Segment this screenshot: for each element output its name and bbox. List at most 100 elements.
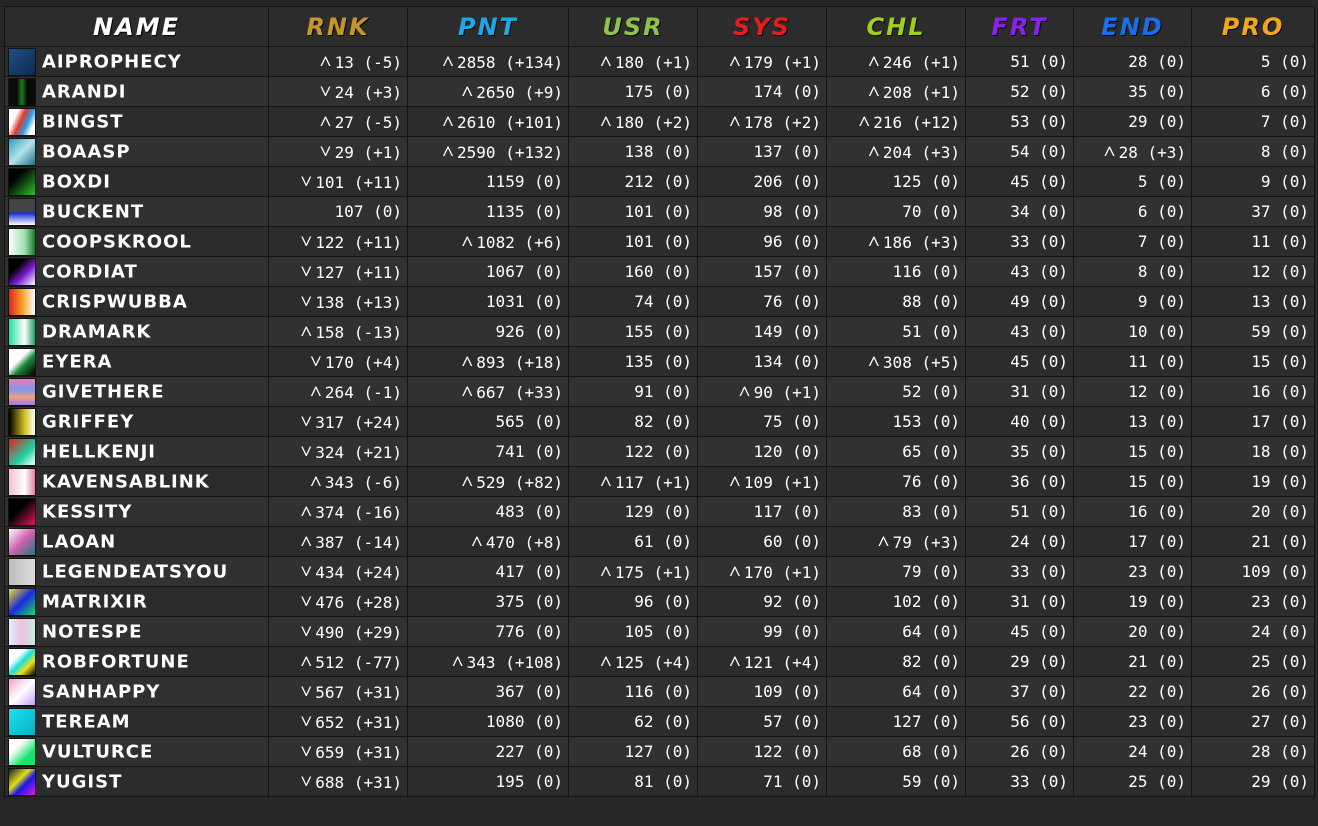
table-row[interactable]: SANHAPPY ˅ 567 (+31) 367 (0) 116 (0) 109 (0) 6… <box>4 676 1315 707</box>
chl-cell: 52 (0) <box>826 376 966 407</box>
frt-delta: (0) <box>1039 772 1068 791</box>
trend-up-icon: ˄ <box>729 49 741 73</box>
player-name-cell[interactable]: KAVENSABLINK <box>4 466 269 497</box>
table-row[interactable]: GRIFFEY ˅ 317 (+24) 565 (0) 82 (0) 75 (0) 153 … <box>4 406 1315 437</box>
player-name-cell[interactable]: CORDIAT <box>4 256 269 287</box>
column-header-pro[interactable]: PRO <box>1191 6 1315 47</box>
player-name-cell[interactable]: GIVETHERE <box>4 376 269 407</box>
table-row[interactable]: KAVENSABLINK ˄ 343 (-6) ˄ 529 (+82) ˄ 117 (+1)… <box>4 466 1315 497</box>
player-name-cell[interactable]: MATRIXIR <box>4 586 269 617</box>
end-delta: (0) <box>1157 622 1186 641</box>
trend-down-icon: ˅ <box>300 439 312 463</box>
player-name: GRIFFEY <box>42 411 135 432</box>
table-row[interactable]: BINGST ˄ 27 (-5) ˄ 2610 (+101) ˄ 180 (+2) ˄ 178 … <box>4 106 1315 137</box>
end-delta: (0) <box>1157 532 1186 551</box>
rnk-value: 158 <box>315 323 345 342</box>
frt-delta: (0) <box>1039 652 1068 671</box>
table-row[interactable]: AIPROPHECY ˄ 13 (-5) ˄ 2858 (+134) ˄ 180 (+1) ˄… <box>4 46 1315 77</box>
usr-value: 122 <box>624 442 654 461</box>
pnt-value: 776 <box>495 622 525 641</box>
player-name-cell[interactable]: KESSITY <box>4 496 269 527</box>
table-row[interactable]: MATRIXIR ˅ 476 (+28) 375 (0) 96 (0) 92 (0) 102… <box>4 586 1315 617</box>
table-row[interactable]: ROBFORTUNE ˄ 512 (-77) ˄ 343 (+108) ˄ 125 (+4)… <box>4 646 1315 677</box>
player-name-cell[interactable]: HELLKENJI <box>4 436 269 467</box>
table-row[interactable]: HELLKENJI ˅ 324 (+21) 741 (0) 122 (0) 120 (0)… <box>4 436 1315 467</box>
rnk-value: 343 <box>324 473 354 492</box>
trend-down-icon: ˅ <box>300 709 312 733</box>
trend-up-icon: ˄ <box>738 379 751 403</box>
table-row[interactable]: BUCKENT 107 (0) 1135 (0) 101 (0) 98 (0) 70 (0… <box>4 196 1315 227</box>
player-name-cell[interactable]: VULTURCE <box>4 736 269 767</box>
table-row[interactable]: KESSITY ˄ 374 (-16) 483 (0) 129 (0) 117 (0) 83… <box>4 496 1315 527</box>
player-name-cell[interactable]: ARANDI <box>4 76 269 107</box>
player-name-cell[interactable]: BOAASP <box>4 136 269 167</box>
table-row[interactable]: VULTURCE ˅ 659 (+31) 227 (0) 127 (0) 122 (0) 6… <box>4 736 1315 767</box>
pro-cell: 5 (0) <box>1191 46 1315 77</box>
player-name-cell[interactable]: TEREAM <box>4 706 269 737</box>
frt-value: 35 <box>1010 442 1030 461</box>
pro-delta: (0) <box>1280 712 1309 731</box>
player-name-cell[interactable]: NOTESPE <box>4 616 269 647</box>
column-header-frt[interactable]: FRT <box>965 6 1074 47</box>
chl-delta: (+12) <box>911 113 960 132</box>
table-row[interactable]: LAOAN ˄ 387 (-14) ˄ 470 (+8) 61 (0) 60 (0) ˄ 79 … <box>4 526 1315 557</box>
player-name-cell[interactable]: EYERA <box>4 346 269 377</box>
pnt-value: 2610 <box>457 113 496 132</box>
player-name-cell[interactable]: SANHAPPY <box>4 676 269 707</box>
sys-delta: (0) <box>792 352 821 371</box>
table-row[interactable]: BOXDI ˅ 101 (+11) 1159 (0) 212 (0) 206 (0) 125… <box>4 166 1315 197</box>
player-name-cell[interactable]: GRIFFEY <box>4 406 269 437</box>
table-row[interactable]: GIVETHERE ˄ 264 (-1) ˄ 667 (+33) 91 (0) ˄ 90 (+… <box>4 376 1315 407</box>
player-name-cell[interactable]: BINGST <box>4 106 269 137</box>
pro-cell: 27 (0) <box>1191 706 1315 737</box>
table-row[interactable]: NOTESPE ˅ 490 (+29) 776 (0) 105 (0) 99 (0) 64 … <box>4 616 1315 647</box>
player-name-cell[interactable]: CRISPWUBBA <box>4 286 269 317</box>
column-header-rnk[interactable]: RNK <box>268 6 408 47</box>
column-header-name[interactable]: NAME <box>4 6 269 47</box>
pro-delta: (0) <box>1280 592 1309 611</box>
player-name-cell[interactable]: LEGENDEATSYOU <box>4 556 269 587</box>
player-name-cell[interactable]: ROBFORTUNE <box>4 646 269 677</box>
sys-delta: (+1) <box>782 473 821 492</box>
column-header-sys[interactable]: SYS <box>697 6 827 47</box>
player-name-cell[interactable]: BUCKENT <box>4 196 269 227</box>
column-header-chl[interactable]: CHL <box>826 6 966 47</box>
column-header-usr[interactable]: USR <box>568 6 698 47</box>
table-row[interactable]: CORDIAT ˅ 127 (+11) 1067 (0) 160 (0) 157 (0) 1… <box>4 256 1315 287</box>
frt-cell: 33 (0) <box>965 766 1074 797</box>
player-name-cell[interactable]: LAOAN <box>4 526 269 557</box>
usr-cell: ˄ 180 (+1) <box>568 46 698 77</box>
sys-cell: ˄ 109 (+1) <box>697 466 827 497</box>
player-name-cell[interactable]: AIPROPHECY <box>4 46 269 77</box>
table-row[interactable]: DRAMARK ˄ 158 (-13) 926 (0) 155 (0) 149 (0) 51… <box>4 316 1315 347</box>
sys-value: 60 <box>763 532 783 551</box>
table-row[interactable]: LEGENDEATSYOU ˅ 434 (+24) 417 (0) ˄ 175 (+1) ˄… <box>4 556 1315 587</box>
player-name-cell[interactable]: DRAMARK <box>4 316 269 347</box>
table-row[interactable]: YUGIST ˅ 688 (+31) 195 (0) 81 (0) 71 (0) 59 (0… <box>4 766 1315 797</box>
table-row[interactable]: ARANDI ˅ 24 (+3) ˄ 2650 (+9) 175 (0) 174 (0) ˄ 2… <box>4 76 1315 107</box>
table-row[interactable]: CRISPWUBBA ˅ 138 (+13) 1031 (0) 74 (0) 76 (0)… <box>4 286 1315 317</box>
frt-cell: 45 (0) <box>965 616 1074 647</box>
column-header-pnt[interactable]: PNT <box>407 6 569 47</box>
sys-value: 178 <box>743 113 773 132</box>
pro-delta: (0) <box>1280 562 1309 581</box>
player-name: BOAASP <box>42 141 131 162</box>
sys-value: 99 <box>763 622 783 641</box>
usr-cell: 74 (0) <box>568 286 698 317</box>
player-name-cell[interactable]: BOXDI <box>4 166 269 197</box>
pnt-value: 1080 <box>485 712 525 731</box>
usr-cell: 101 (0) <box>568 226 698 257</box>
end-value: 12 <box>1128 382 1148 401</box>
table-row[interactable]: COOPSKROOL ˅ 122 (+11) ˄ 1082 (+6) 101 (0) 96 … <box>4 226 1315 257</box>
column-header-end[interactable]: END <box>1073 6 1192 47</box>
usr-delta: (0) <box>663 322 692 341</box>
table-row[interactable]: BOAASP ˅ 29 (+1) ˄ 2590 (+132) 138 (0) 137 (0)… <box>4 136 1315 167</box>
table-row[interactable]: EYERA ˅ 170 (+4) ˄ 893 (+18) 135 (0) 134 (0) ˄ 3… <box>4 346 1315 377</box>
trend-up-icon: ˄ <box>300 529 312 553</box>
chl-cell: 88 (0) <box>826 286 966 317</box>
avatar <box>8 257 36 286</box>
rnk-cell: ˅ 688 (+31) <box>268 766 408 797</box>
player-name-cell[interactable]: YUGIST <box>4 766 269 797</box>
table-row[interactable]: TEREAM ˅ 652 (+31) 1080 (0) 62 (0) 57 (0) 127 … <box>4 706 1315 737</box>
player-name-cell[interactable]: COOPSKROOL <box>4 226 269 257</box>
